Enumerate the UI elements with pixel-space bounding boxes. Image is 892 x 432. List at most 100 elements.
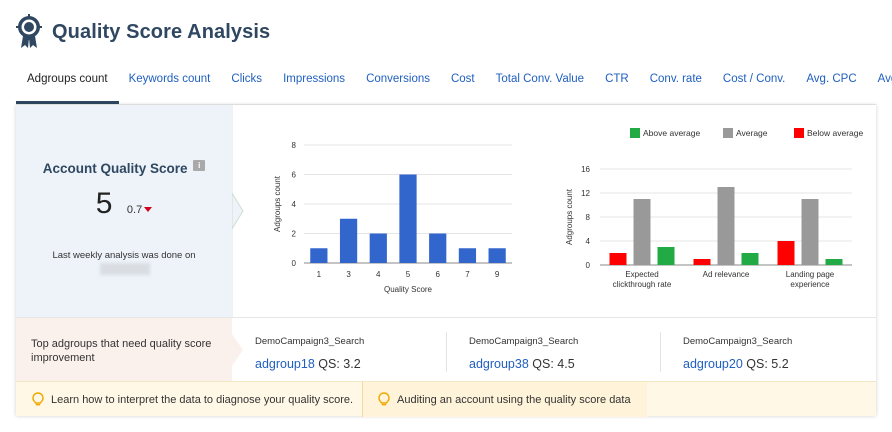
tab-ctr[interactable]: CTR [605, 73, 629, 85]
campaign-name: DemoCampaign3_Search [683, 336, 793, 347]
bar [741, 253, 759, 265]
bar [825, 259, 843, 265]
adgroup-card: DemoCampaign3_Search adgroup38 QS: 4.5 [469, 336, 578, 371]
metric-tabs: Adgroups count Keywords count Clicks Imp… [16, 66, 892, 104]
page-header: Quality Score Analysis [16, 12, 270, 52]
improvement-label-card: Top adgroups that need quality score imp… [16, 318, 232, 382]
bar [429, 233, 447, 263]
bar [609, 253, 627, 265]
tab-impressions[interactable]: Impressions [283, 73, 346, 85]
qs-value: 3.2 [343, 357, 361, 371]
legend-swatch [794, 128, 804, 138]
y-tick-label: 4 [292, 200, 297, 209]
bar [633, 199, 651, 265]
account-quality-score-title: Account Quality Score i [16, 160, 232, 176]
tip-text: Learn how to interpret the data to diagn… [51, 393, 354, 406]
y-tick-label: 12 [581, 189, 590, 198]
x-tick-label: Expected [625, 270, 658, 279]
tip-text: Auditing an account using the quality sc… [397, 393, 631, 406]
adgroup-link[interactable]: adgroup20 [683, 357, 743, 371]
x-tick-label: 3 [346, 270, 351, 279]
tip-link[interactable]: Auditing an account using the quality sc… [378, 382, 631, 417]
card-pointer [232, 105, 244, 317]
y-tick-label: 6 [292, 171, 297, 180]
adgroup-card: DemoCampaign3_Search adgroup20 QS: 5.2 [683, 336, 792, 371]
tip-link[interactable]: Learn how to interpret the data to diagn… [32, 382, 353, 417]
adgroup-link[interactable]: adgroup38 [469, 357, 529, 371]
tab-avg-pos[interactable]: Avg. Pos [877, 73, 892, 85]
legend-swatch [723, 128, 733, 138]
account-quality-score-card: Account Quality Score i 5 0.7 Last weekl… [16, 105, 232, 317]
x-tick-label: Ad relevance [703, 270, 750, 279]
tab-total-conv-value[interactable]: Total Conv. Value [495, 73, 585, 85]
campaign-name: DemoCampaign3_Search [469, 336, 579, 347]
y-axis-label: Adgroups count [565, 188, 574, 245]
x-tick-label: 6 [435, 270, 440, 279]
bar [717, 187, 735, 265]
bar [369, 233, 387, 263]
y-tick-label: 8 [586, 213, 591, 222]
legend-label: Average [736, 128, 768, 138]
bar [777, 241, 795, 265]
info-icon[interactable]: i [193, 160, 206, 171]
qs-value: 5.2 [771, 357, 789, 371]
x-tick-label: experience [790, 280, 830, 289]
x-tick-label: 4 [376, 270, 381, 279]
tips-bar: Learn how to interpret the data to diagn… [16, 381, 876, 417]
tab-clicks[interactable]: Clicks [231, 73, 263, 85]
x-axis-label: Quality Score [384, 285, 433, 294]
legend-label: Above average [643, 128, 700, 138]
y-tick-label: 4 [586, 237, 591, 246]
divider [660, 332, 661, 372]
last-analysis-date-redacted [100, 263, 150, 275]
score-delta: 0.7 [126, 204, 143, 216]
tab-adgroups-count[interactable]: Adgroups count [16, 66, 119, 104]
bar [310, 248, 328, 263]
lightbulb-icon [378, 392, 390, 406]
tab-conv-rate[interactable]: Conv. rate [649, 73, 702, 85]
legend-swatch [630, 128, 640, 138]
tab-keywords-count[interactable]: Keywords count [128, 73, 211, 85]
y-tick-label: 0 [292, 259, 297, 268]
quality-score-distribution-chart: 0 2 4 6 8 1 3 4 5 6 7 9 Quality Score Adgroups count [273, 141, 512, 294]
tip-highlight [363, 382, 647, 417]
y-tick-label: 8 [292, 141, 297, 150]
qs-label: QS: [746, 357, 768, 371]
tab-avg-cpc[interactable]: Avg. CPC [806, 73, 857, 85]
y-tick-label: 2 [292, 230, 297, 239]
x-tick-label: 7 [465, 270, 470, 279]
divider [362, 382, 363, 417]
down-arrow-icon [144, 207, 153, 212]
score-number: 5 [95, 187, 113, 220]
bar [657, 247, 675, 265]
bar [488, 248, 506, 263]
x-tick-label: 5 [406, 270, 411, 279]
x-tick-label: clickthrough rate [613, 280, 672, 289]
quality-score-panel: Account Quality Score i 5 0.7 Last weekl… [16, 104, 876, 417]
qs-label: QS: [318, 357, 340, 371]
tab-cost[interactable]: Cost [450, 73, 475, 85]
tab-conversions[interactable]: Conversions [366, 73, 430, 85]
x-tick-label: 9 [495, 270, 500, 279]
improvement-row: Top adgroups that need quality score imp… [16, 317, 876, 382]
y-tick-label: 0 [586, 261, 591, 270]
award-badge-icon [16, 14, 42, 48]
campaign-name: DemoCampaign3_Search [255, 336, 365, 347]
improvement-pointer [232, 334, 243, 366]
bar [399, 174, 417, 263]
account-quality-score-label: Account Quality Score [42, 161, 188, 176]
tab-cost-per-conv[interactable]: Cost / Conv. [722, 73, 786, 85]
last-analysis-note: Last weekly analysis was done on [52, 250, 196, 261]
page-title: Quality Score Analysis [52, 20, 271, 43]
legend-label: Below average [807, 128, 864, 138]
qs-label: QS: [532, 357, 554, 371]
adgroup-link[interactable]: adgroup18 [255, 357, 315, 371]
divider [446, 332, 447, 372]
bar [339, 218, 358, 263]
qs-value: 4.5 [557, 357, 575, 371]
account-quality-score-value: 5 0.7 [16, 187, 232, 221]
improvement-label: Top adgroups that need quality score imp… [31, 338, 212, 364]
y-tick-label: 16 [581, 165, 590, 174]
bar [801, 199, 819, 265]
